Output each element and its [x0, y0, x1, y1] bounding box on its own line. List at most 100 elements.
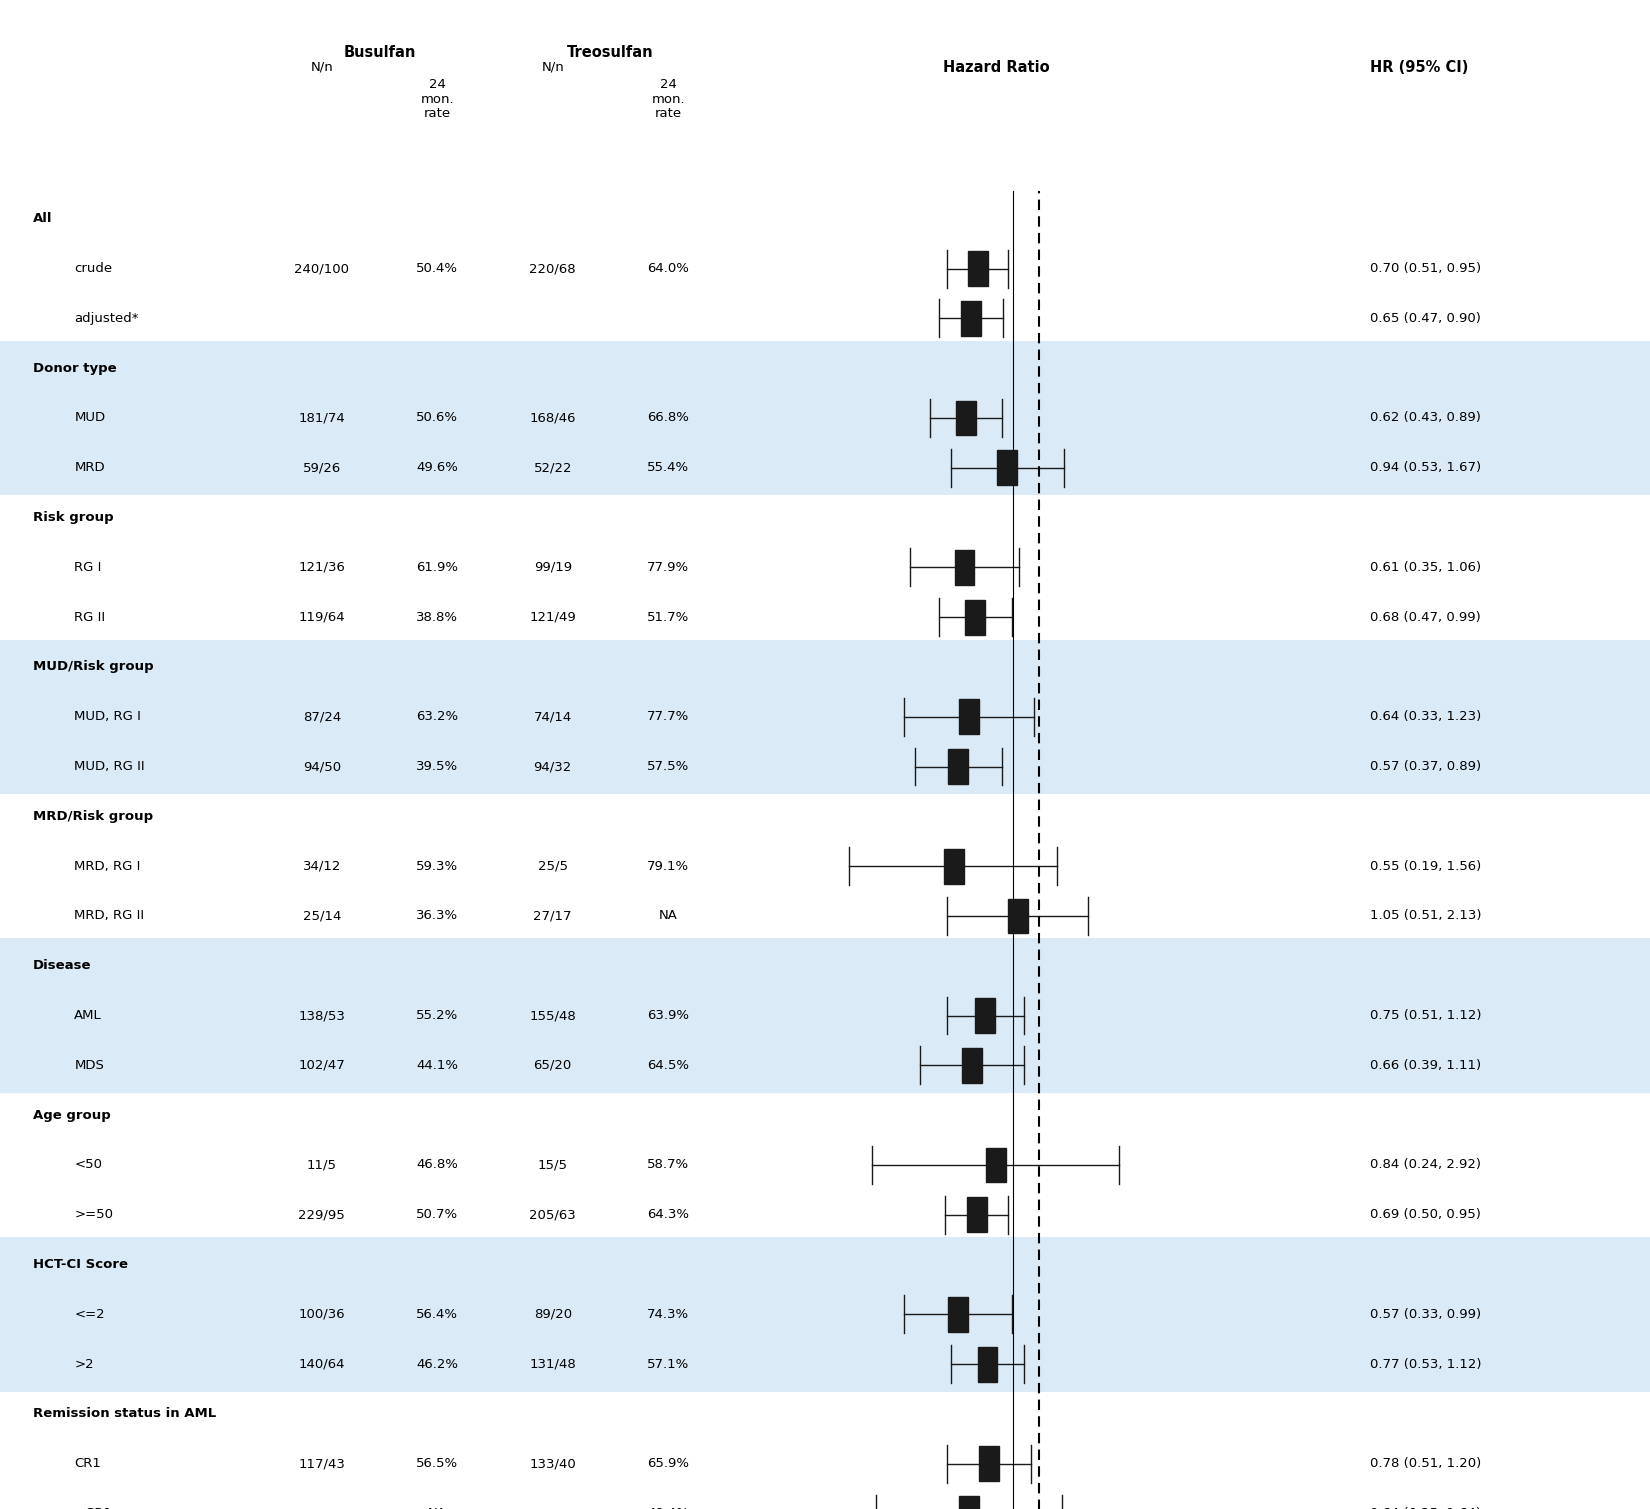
Text: 205/63: 205/63: [530, 1209, 576, 1221]
Text: 0.66 (0.39, 1.11): 0.66 (0.39, 1.11): [1370, 1059, 1480, 1071]
Text: MUD, RG II: MUD, RG II: [74, 761, 145, 773]
Text: 63.2%: 63.2%: [416, 711, 459, 723]
Bar: [962, 1047, 982, 1083]
Text: 57.1%: 57.1%: [647, 1358, 690, 1370]
Text: 0.77 (0.53, 1.12): 0.77 (0.53, 1.12): [1370, 1358, 1482, 1370]
Text: 94/50: 94/50: [302, 761, 342, 773]
Text: NA: NA: [658, 910, 678, 922]
Bar: [959, 1495, 978, 1509]
Text: 102/47: 102/47: [299, 1059, 345, 1071]
Text: crude: crude: [74, 263, 112, 275]
Text: 138/53: 138/53: [299, 1010, 345, 1022]
Bar: [1008, 898, 1028, 934]
Text: 46.2%: 46.2%: [416, 1358, 459, 1370]
Bar: [965, 599, 985, 635]
Text: 0.69 (0.50, 0.95): 0.69 (0.50, 0.95): [1370, 1209, 1480, 1221]
Text: MUD/Risk group: MUD/Risk group: [33, 661, 153, 673]
Bar: [987, 1147, 1006, 1183]
Text: 89/20: 89/20: [533, 1308, 573, 1320]
Text: 64.0%: 64.0%: [647, 263, 690, 275]
Text: 87/24: 87/24: [302, 711, 342, 723]
Text: 229/95: 229/95: [299, 1209, 345, 1221]
Text: HCT-CI Score: HCT-CI Score: [33, 1259, 129, 1271]
Text: 15/5: 15/5: [538, 1159, 568, 1171]
Text: 56.5%: 56.5%: [416, 1458, 459, 1470]
Text: 34/12: 34/12: [302, 860, 342, 872]
Bar: [955, 549, 975, 585]
Text: 25/5: 25/5: [538, 860, 568, 872]
Text: 155/48: 155/48: [530, 1010, 576, 1022]
Text: 99/19: 99/19: [533, 561, 573, 573]
Bar: [977, 1346, 997, 1382]
Text: RG I: RG I: [74, 561, 102, 573]
Text: 49.4%: 49.4%: [647, 1507, 690, 1509]
Text: Disease: Disease: [33, 960, 91, 972]
Text: 11/5: 11/5: [307, 1159, 337, 1171]
Text: 0.55 (0.19, 1.56): 0.55 (0.19, 1.56): [1370, 860, 1480, 872]
Text: <50: <50: [74, 1159, 102, 1171]
Text: 0.64 (0.33, 1.23): 0.64 (0.33, 1.23): [1370, 711, 1480, 723]
Text: 0.70 (0.51, 0.95): 0.70 (0.51, 0.95): [1370, 263, 1480, 275]
Text: 77.7%: 77.7%: [647, 711, 690, 723]
Text: 121/36: 121/36: [299, 561, 345, 573]
Text: 140/64: 140/64: [299, 1358, 345, 1370]
Text: HR (95% CI): HR (95% CI): [1370, 60, 1468, 75]
Text: 74/14: 74/14: [533, 711, 573, 723]
Text: RG II: RG II: [74, 611, 106, 623]
Text: 61.9%: 61.9%: [416, 561, 459, 573]
Bar: [959, 699, 978, 735]
Bar: [967, 1197, 987, 1233]
Text: 49.6%: 49.6%: [416, 462, 459, 474]
Text: 27/17: 27/17: [533, 910, 573, 922]
Bar: [947, 748, 967, 785]
Text: adjusted*: adjusted*: [74, 312, 139, 324]
Bar: [944, 848, 964, 884]
Text: Hazard Ratio: Hazard Ratio: [944, 60, 1049, 75]
Text: 0.57 (0.33, 0.99): 0.57 (0.33, 0.99): [1370, 1308, 1480, 1320]
Bar: [0, 1237, 1650, 1391]
Text: Remission status in AML: Remission status in AML: [33, 1408, 216, 1420]
Text: 117/43: 117/43: [299, 1458, 345, 1470]
Bar: [969, 250, 988, 287]
Text: 50.7%: 50.7%: [416, 1209, 459, 1221]
Text: 56.4%: 56.4%: [416, 1308, 459, 1320]
Text: MUD: MUD: [74, 412, 106, 424]
Text: AML: AML: [74, 1010, 102, 1022]
Text: 51.7%: 51.7%: [647, 611, 690, 623]
Text: 0.75 (0.51, 1.12): 0.75 (0.51, 1.12): [1370, 1010, 1482, 1022]
Text: 50.4%: 50.4%: [416, 263, 459, 275]
Bar: [997, 450, 1016, 486]
Text: >=50: >=50: [74, 1209, 114, 1221]
Bar: [960, 300, 980, 337]
Text: 44.1%: 44.1%: [416, 1059, 459, 1071]
Text: 22/8: 22/8: [538, 1507, 568, 1509]
Text: 50.6%: 50.6%: [416, 412, 459, 424]
Bar: [0, 341, 1650, 495]
Text: Busulfan: Busulfan: [343, 45, 416, 60]
Text: 65/20: 65/20: [533, 1059, 573, 1071]
Text: 0.94 (0.53, 1.67): 0.94 (0.53, 1.67): [1370, 462, 1480, 474]
Text: 0.64 (0.25, 1.64): 0.64 (0.25, 1.64): [1370, 1507, 1480, 1509]
Text: 21/10: 21/10: [302, 1507, 342, 1509]
Text: 0.78 (0.51, 1.20): 0.78 (0.51, 1.20): [1370, 1458, 1480, 1470]
Text: 59.3%: 59.3%: [416, 860, 459, 872]
Text: 36.3%: 36.3%: [416, 910, 459, 922]
Text: 220/68: 220/68: [530, 263, 576, 275]
Text: 0.57 (0.37, 0.89): 0.57 (0.37, 0.89): [1370, 761, 1480, 773]
Text: 46.8%: 46.8%: [416, 1159, 459, 1171]
Text: 39.5%: 39.5%: [416, 761, 459, 773]
Bar: [947, 1296, 967, 1332]
Text: 0.68 (0.47, 0.99): 0.68 (0.47, 0.99): [1370, 611, 1480, 623]
Text: MRD: MRD: [74, 462, 106, 474]
Text: 24
mon.
rate: 24 mon. rate: [421, 78, 454, 121]
Text: 0.84 (0.24, 2.92): 0.84 (0.24, 2.92): [1370, 1159, 1480, 1171]
Text: 55.4%: 55.4%: [647, 462, 690, 474]
Text: Treosulfan: Treosulfan: [568, 45, 653, 60]
Text: 66.8%: 66.8%: [647, 412, 690, 424]
Bar: [957, 400, 977, 436]
Text: 55.2%: 55.2%: [416, 1010, 459, 1022]
Text: NA: NA: [427, 1507, 447, 1509]
Text: 181/74: 181/74: [299, 412, 345, 424]
Text: 79.1%: 79.1%: [647, 860, 690, 872]
Bar: [0, 939, 1650, 1093]
